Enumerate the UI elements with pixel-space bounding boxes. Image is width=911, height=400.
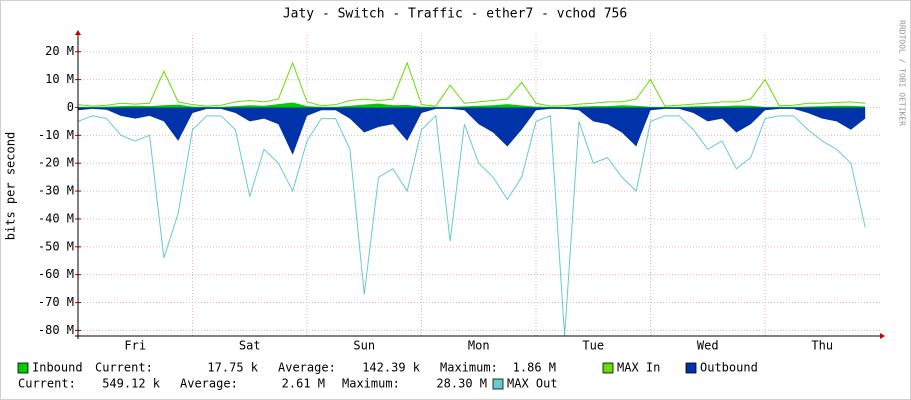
- x-tick-label: Sat: [239, 339, 261, 353]
- x-tick-label: Thu: [811, 339, 833, 353]
- plot-area: [78, 35, 880, 336]
- stat-value: 142.39 k: [362, 361, 421, 375]
- y-tick-label: -70 M: [38, 295, 74, 309]
- series-area: [78, 107, 866, 155]
- chart-title: Jaty - Switch - Traffic - ether7 - vchod…: [283, 7, 627, 22]
- y-tick-label: 10 M: [45, 72, 74, 86]
- series-line: [78, 114, 866, 336]
- stat-label: Average:: [278, 361, 336, 375]
- legend-label: Outbound: [700, 361, 758, 375]
- y-tick-label: -30 M: [38, 184, 74, 198]
- series-area: [78, 102, 866, 108]
- y-axis-arrow: [75, 30, 81, 35]
- y-axis-label: bits per second: [4, 132, 18, 240]
- x-tick-label: Fri: [124, 339, 146, 353]
- stat-value: 28.30 M: [436, 377, 487, 391]
- y-tick-label: -10 M: [38, 128, 74, 142]
- series-line: [78, 61, 866, 107]
- stat-label: Average:: [180, 377, 238, 391]
- y-tick-label: 20 M: [45, 44, 74, 58]
- legend: Current: 17.75 k Average: 142.39 k Maxim…: [18, 361, 556, 391]
- x-axis-arrow: [880, 333, 885, 339]
- y-tick-label: 0: [67, 100, 74, 114]
- x-tick-label: Wed: [697, 339, 719, 353]
- stat-label: Maximum:: [342, 377, 400, 391]
- y-tick-label: -80 M: [38, 323, 74, 337]
- stat-label: Maximum:: [440, 361, 498, 375]
- y-tick-label: -40 M: [38, 211, 74, 225]
- y-tick-label: -60 M: [38, 267, 74, 281]
- legend-label: MAX Out: [507, 377, 558, 391]
- x-tick-label: Sun: [353, 339, 375, 353]
- x-tick-label: Tue: [582, 339, 604, 353]
- legend-swatch: [492, 378, 504, 390]
- stat-label: Current:: [95, 361, 153, 375]
- legend-label: Inbound: [32, 361, 83, 375]
- series-group: [78, 61, 866, 336]
- stat-value: 1.86 M: [513, 361, 556, 375]
- stat-value: 549.12 k: [102, 377, 161, 391]
- stat-label: Current:: [18, 377, 76, 391]
- x-tick-label: Mon: [468, 339, 490, 353]
- stat-value: 17.75 k: [207, 361, 258, 375]
- legend-swatch: [17, 362, 29, 374]
- legend-swatch: [685, 362, 697, 374]
- stat-value: 2.61 M: [282, 377, 325, 391]
- watermark: RRDTOOL / TOBI OETIKER: [898, 20, 907, 126]
- y-tick-label: -50 M: [38, 239, 74, 253]
- y-tick-label: -20 M: [38, 156, 74, 170]
- legend-label: MAX In: [617, 361, 660, 375]
- legend-swatch: [602, 362, 614, 374]
